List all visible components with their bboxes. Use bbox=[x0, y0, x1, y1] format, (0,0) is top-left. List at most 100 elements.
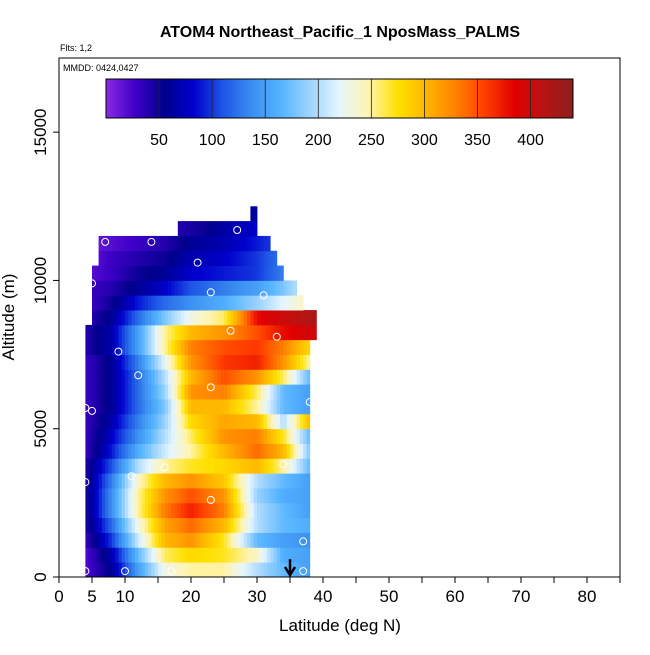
colorbar-segment bbox=[498, 79, 502, 118]
heatmap-cell bbox=[125, 384, 129, 400]
heatmap-cell bbox=[270, 532, 274, 548]
colorbar-segment bbox=[275, 79, 279, 118]
heatmap-cell bbox=[266, 428, 271, 444]
heatmap-cell bbox=[95, 339, 99, 355]
heatmap-cell bbox=[148, 532, 152, 548]
heatmap-cell bbox=[111, 488, 116, 504]
heatmap-cell bbox=[171, 354, 175, 370]
heatmap-cell bbox=[148, 324, 152, 341]
sample-point bbox=[127, 472, 136, 481]
heatmap-cell bbox=[161, 295, 165, 311]
heatmap-cell bbox=[276, 562, 281, 578]
heatmap-cell bbox=[197, 547, 202, 563]
heatmap-cell bbox=[151, 354, 156, 370]
heatmap-cell bbox=[158, 488, 162, 504]
heatmap-cell bbox=[108, 562, 113, 578]
colorbar-segment bbox=[288, 79, 292, 118]
heatmap-cell bbox=[194, 413, 198, 430]
heatmap-cell bbox=[230, 443, 235, 459]
heatmap-cell bbox=[111, 295, 116, 311]
heatmap-cell bbox=[299, 473, 304, 489]
heatmap-cell bbox=[164, 517, 169, 533]
heatmap-cell bbox=[181, 502, 185, 519]
heatmap-cell bbox=[247, 413, 251, 430]
colorbar-segment bbox=[273, 79, 277, 118]
heatmap-cell bbox=[184, 339, 189, 355]
heatmap-cell bbox=[154, 532, 159, 548]
colorbar-segment bbox=[373, 79, 377, 118]
heatmap-cell bbox=[131, 547, 136, 563]
heatmap-cell bbox=[266, 502, 271, 519]
heatmap-cell bbox=[118, 265, 123, 281]
heatmap-cell bbox=[197, 250, 202, 266]
colorbar-tick-label: 350 bbox=[464, 132, 491, 149]
heatmap-cell bbox=[220, 280, 225, 296]
colorbar-segment bbox=[131, 79, 135, 118]
heatmap-cell bbox=[134, 473, 139, 489]
heatmap-cell bbox=[88, 502, 93, 519]
heatmap-cell bbox=[276, 502, 281, 519]
heatmap-cell bbox=[214, 562, 218, 578]
heatmap-cell bbox=[144, 324, 149, 341]
heatmap-cell bbox=[111, 324, 116, 341]
heatmap-cell bbox=[293, 473, 297, 489]
heatmap-cell bbox=[177, 428, 182, 444]
heatmap-cell bbox=[121, 428, 126, 444]
heatmap-cell bbox=[151, 295, 156, 311]
heatmap-cell bbox=[128, 399, 132, 415]
heatmap-cell bbox=[164, 443, 169, 459]
heatmap-cell bbox=[217, 369, 222, 385]
heatmap-cell bbox=[306, 443, 311, 459]
heatmap-cell bbox=[125, 488, 129, 504]
heatmap-cell bbox=[296, 428, 301, 444]
heatmap-cell bbox=[121, 562, 126, 578]
colorbar-segment bbox=[369, 79, 372, 118]
heatmap-cell bbox=[131, 295, 136, 311]
heatmap-cell bbox=[118, 488, 123, 504]
heatmap-cell bbox=[250, 339, 255, 355]
heatmap-cell bbox=[280, 384, 284, 400]
heatmap-cell bbox=[224, 324, 228, 341]
heatmap-cell bbox=[207, 384, 212, 400]
heatmap-cell bbox=[266, 295, 271, 311]
heatmap-cell bbox=[263, 369, 268, 385]
heatmap-cell bbox=[303, 458, 307, 474]
heatmap-cell bbox=[197, 235, 202, 252]
colorbar-segment bbox=[309, 79, 313, 118]
heatmap-cell bbox=[293, 488, 297, 504]
heatmap-cell bbox=[118, 532, 123, 548]
heatmap-cell bbox=[144, 384, 149, 400]
heatmap-cell bbox=[230, 265, 235, 281]
heatmap-cell bbox=[253, 235, 258, 252]
heatmap-cell bbox=[194, 428, 198, 444]
heatmap-cell bbox=[85, 324, 90, 341]
heatmap-cell bbox=[121, 488, 126, 504]
heatmap-cell bbox=[280, 458, 284, 474]
heatmap-cell bbox=[210, 295, 215, 311]
heatmap-cell bbox=[230, 517, 235, 533]
heatmap-cell bbox=[283, 384, 288, 400]
heatmap-cell bbox=[286, 413, 291, 430]
colorbar-segment bbox=[195, 79, 198, 118]
heatmap-cell bbox=[108, 517, 113, 533]
heatmap-cell bbox=[240, 369, 245, 385]
heatmap-cell bbox=[164, 547, 169, 563]
heatmap-cell bbox=[92, 324, 96, 341]
heatmap-cell bbox=[247, 443, 251, 459]
heatmap-cell bbox=[191, 488, 195, 504]
heatmap-cell bbox=[207, 517, 212, 533]
dates-label: MMDD: 0424,0427 bbox=[63, 63, 139, 73]
colorbar-segment bbox=[403, 79, 406, 118]
heatmap-cell bbox=[187, 458, 192, 474]
heatmap-cell bbox=[194, 280, 198, 296]
heatmap-cell bbox=[207, 369, 212, 385]
heatmap-cell bbox=[224, 532, 228, 548]
colorbar-segment bbox=[360, 79, 364, 118]
heatmap-cell bbox=[250, 547, 255, 563]
heatmap-cell bbox=[210, 502, 215, 519]
heatmap-cell bbox=[200, 502, 205, 519]
colorbar-segment bbox=[515, 79, 519, 118]
colorbar-segment bbox=[566, 79, 570, 118]
heatmap-cell bbox=[214, 428, 218, 444]
heatmap-cell bbox=[184, 354, 189, 370]
